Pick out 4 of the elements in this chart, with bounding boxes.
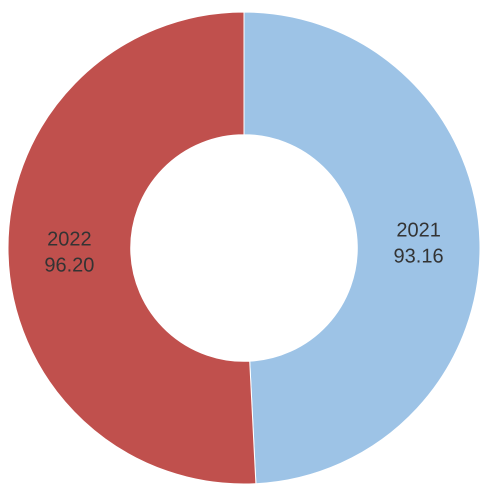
slice-label: 2021	[396, 220, 441, 242]
slice-label: 2022	[47, 228, 92, 250]
data-label: 93.16	[394, 246, 444, 268]
data-label: 96.20	[44, 254, 94, 276]
